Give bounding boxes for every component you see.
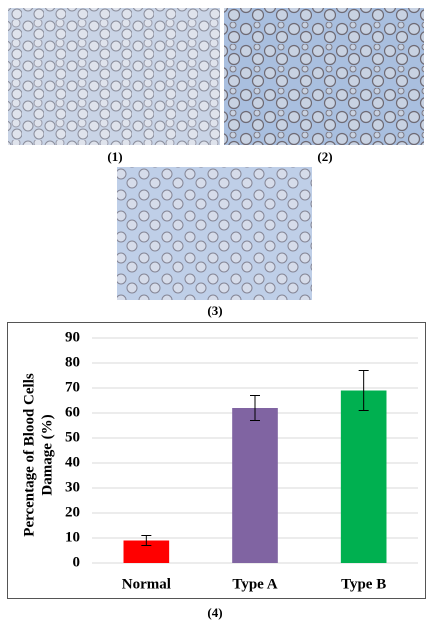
bar xyxy=(341,391,387,564)
y-tick-label: 90 xyxy=(65,329,80,345)
y-tick-label: 20 xyxy=(65,504,80,520)
panel-label: (2) xyxy=(317,149,332,164)
y-tick-label: 70 xyxy=(65,379,80,395)
y-tick-label: 40 xyxy=(65,454,80,470)
y-tick-label: 80 xyxy=(65,354,80,370)
x-tick-label: Normal xyxy=(122,576,171,592)
y-tick-label: 30 xyxy=(65,479,80,495)
y-tick-label: 0 xyxy=(73,554,81,570)
panel-label: (4) xyxy=(207,605,222,620)
x-tick-label: Type A xyxy=(232,576,277,592)
bar xyxy=(232,408,278,563)
micrograph xyxy=(224,8,424,145)
x-tick-label: Type B xyxy=(341,576,386,592)
y-tick-label: 10 xyxy=(65,529,80,545)
panel-label: (3) xyxy=(207,303,222,318)
page: (1) (2) (3) (4) Percentage of Blood Cell… xyxy=(0,0,432,626)
y-axis-label: Percentage of Blood Cells xyxy=(21,373,37,537)
micrograph xyxy=(8,8,220,145)
figure: (1) (2) (3) (4) Percentage of Blood Cell… xyxy=(0,0,432,626)
y-axis-label: Damage (%) xyxy=(39,414,55,495)
micrograph xyxy=(117,167,312,300)
y-tick-label: 60 xyxy=(65,404,80,420)
y-tick-label: 50 xyxy=(65,429,80,445)
panel-label: (1) xyxy=(107,149,122,164)
